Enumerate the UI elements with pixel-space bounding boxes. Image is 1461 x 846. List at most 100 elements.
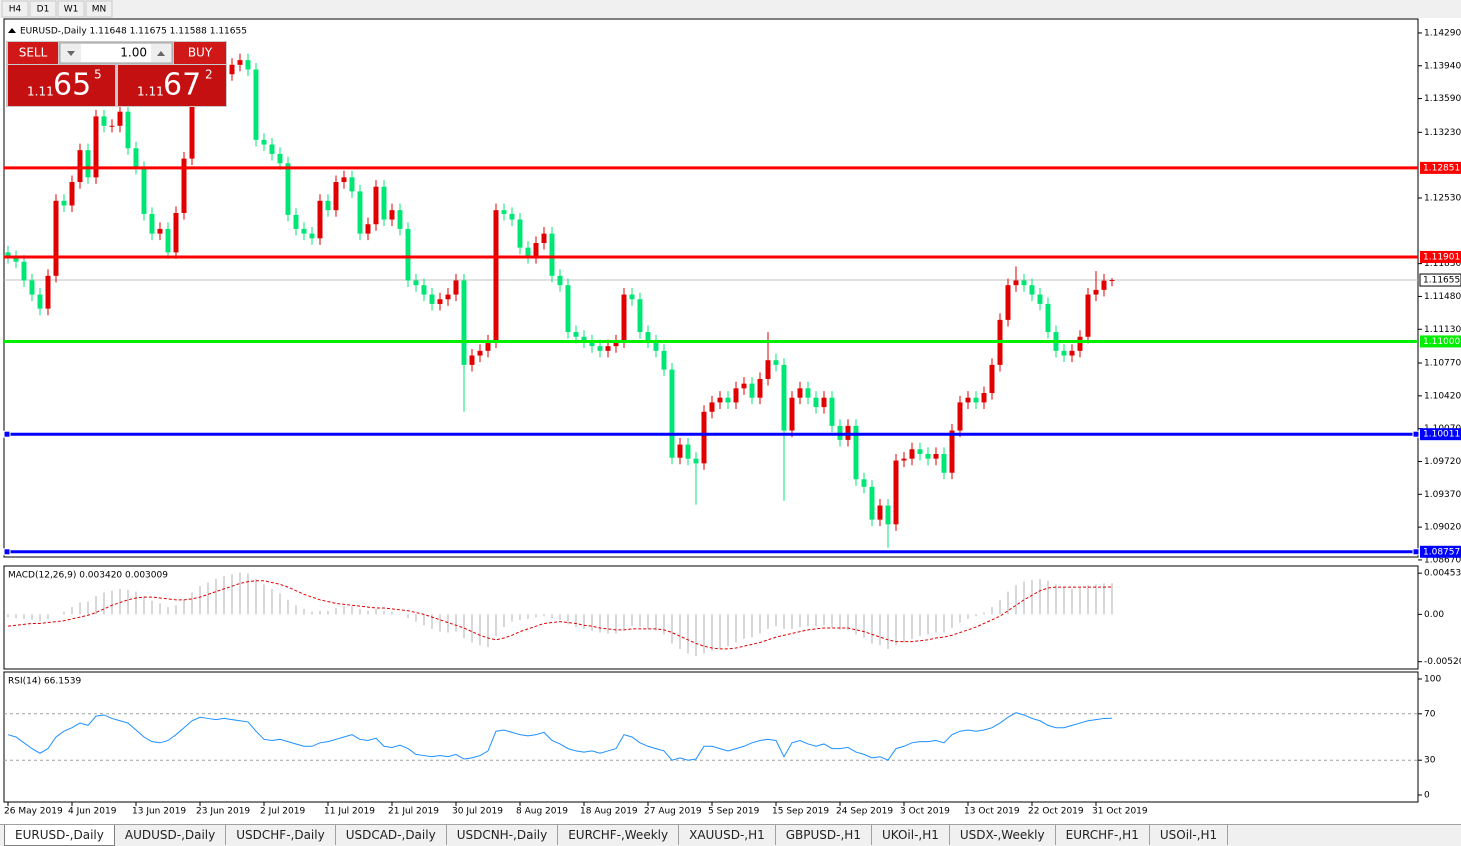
timeframe-label[interactable]: MN bbox=[92, 5, 107, 15]
chart-tab[interactable]: EURUSD-,Daily bbox=[4, 825, 115, 846]
candle-body bbox=[413, 280, 419, 286]
chart-tab[interactable]: USDCHF-,Daily bbox=[226, 825, 336, 845]
candle-body bbox=[637, 299, 643, 333]
y-tick-label: 100 bbox=[1424, 675, 1441, 685]
candle-body bbox=[821, 397, 827, 408]
sell-button[interactable] bbox=[8, 42, 58, 64]
y-tick-label: 1.09720 bbox=[1424, 457, 1461, 467]
chart-tab[interactable]: GBPUSD-,H1 bbox=[776, 825, 872, 845]
candle-body bbox=[357, 191, 363, 234]
timeframe-label[interactable]: D1 bbox=[37, 5, 50, 15]
candle-body bbox=[1037, 294, 1043, 304]
volume[interactable]: 1.00 bbox=[120, 46, 147, 60]
candle-body bbox=[253, 69, 259, 140]
candle-body bbox=[941, 453, 947, 473]
y-tick-label: 0.004532 bbox=[1424, 569, 1461, 579]
candle-body bbox=[189, 99, 195, 159]
candle-body bbox=[933, 453, 939, 459]
chart-title: EURUSD-,Daily 1.11648 1.11675 1.11588 1.… bbox=[20, 27, 247, 37]
candle-body bbox=[965, 397, 971, 403]
candle-body bbox=[1077, 336, 1083, 351]
timeframe-label[interactable]: W1 bbox=[64, 5, 79, 15]
timeframe-button[interactable] bbox=[1, 0, 29, 18]
candle-body bbox=[365, 224, 371, 234]
chart-tab[interactable]: EURCHF-,Weekly bbox=[558, 825, 680, 845]
level-handle bbox=[1412, 548, 1420, 556]
candle-body bbox=[125, 111, 131, 149]
title-arrow bbox=[8, 28, 16, 33]
level-label-box bbox=[1420, 250, 1461, 263]
candle-body bbox=[597, 346, 603, 351]
candle-body bbox=[813, 397, 819, 408]
candle-body bbox=[661, 350, 667, 370]
candle-body bbox=[613, 341, 619, 347]
candle-body bbox=[789, 397, 795, 431]
candle-body bbox=[725, 397, 731, 403]
x-tick-label: 31 Oct 2019 bbox=[1092, 807, 1148, 817]
level-label: 1.11000 bbox=[1423, 337, 1460, 347]
timeframe-button[interactable] bbox=[29, 0, 57, 18]
candle-body bbox=[973, 397, 979, 403]
candle-body bbox=[653, 341, 659, 351]
chart-tab[interactable]: AUDUSD-,Daily bbox=[115, 825, 227, 845]
candle-body bbox=[781, 364, 787, 431]
sell-price-box[interactable] bbox=[8, 65, 115, 106]
x-tick-label: 13 Jun 2019 bbox=[132, 807, 186, 817]
candle-body bbox=[165, 228, 171, 253]
x-tick-label: 27 Aug 2019 bbox=[644, 807, 702, 817]
chart-tab[interactable]: USDX-,Weekly bbox=[950, 825, 1056, 845]
candle-body bbox=[461, 280, 467, 365]
terminal: H4 D1 W1 MN 1.14290 1.13940 1.13590 1.13230 1.1… bbox=[0, 0, 1461, 817]
candle-body bbox=[237, 60, 243, 65]
chart-tab[interactable]: USDCAD-,Daily bbox=[336, 825, 447, 845]
chart-tab[interactable]: XAUUSD-,H1 bbox=[679, 825, 776, 845]
timeframe-button[interactable] bbox=[57, 0, 85, 18]
buy-label[interactable]: BUY bbox=[188, 46, 213, 60]
candle-body bbox=[293, 214, 299, 229]
candle-body bbox=[869, 486, 875, 520]
buy-button[interactable] bbox=[174, 42, 226, 64]
candle-body bbox=[1093, 289, 1099, 295]
candle-body bbox=[645, 332, 651, 342]
candle-body bbox=[853, 425, 859, 480]
x-tick-label: 11 Jul 2019 bbox=[324, 807, 375, 817]
candle-body bbox=[1045, 303, 1051, 333]
x-tick-label: 30 Jul 2019 bbox=[452, 807, 503, 817]
timeframe-button[interactable] bbox=[85, 0, 113, 18]
candle-body bbox=[549, 233, 555, 276]
timeframe-label[interactable]: H4 bbox=[9, 5, 22, 15]
x-tick-label: 21 Jul 2019 bbox=[388, 807, 439, 817]
candle-body bbox=[149, 213, 155, 234]
volume-box[interactable] bbox=[59, 42, 173, 64]
rsi-title: RSI(14) 66.1539 bbox=[8, 677, 81, 687]
candle-body bbox=[245, 60, 251, 70]
candle-body bbox=[69, 182, 75, 206]
chart-tab[interactable]: UKOil-,H1 bbox=[872, 825, 950, 845]
sell-label[interactable]: SELL bbox=[19, 46, 48, 60]
y-tick-label: 1.11480 bbox=[1424, 292, 1461, 302]
chart-tab[interactable]: EURCHF-,H1 bbox=[1056, 825, 1150, 845]
candle-body bbox=[989, 364, 995, 394]
x-tick-label: 3 Oct 2019 bbox=[900, 807, 950, 817]
buy-price-pips: 67 bbox=[163, 68, 201, 103]
buy-price-box[interactable] bbox=[118, 65, 226, 106]
candle-body bbox=[517, 219, 523, 248]
candle-body bbox=[1029, 285, 1035, 295]
candle-body bbox=[757, 378, 763, 398]
y-tick-label: 1.11830 bbox=[1424, 259, 1461, 269]
y-tick-label: -0.005205 bbox=[1424, 657, 1461, 667]
chart-tab[interactable]: USOil-,H1 bbox=[1150, 825, 1229, 845]
candle-body bbox=[1101, 280, 1107, 290]
y-tick-label: 0.00 bbox=[1424, 610, 1444, 620]
candle-body bbox=[5, 252, 11, 258]
candle-body bbox=[629, 294, 635, 300]
candle-body bbox=[565, 285, 571, 333]
candle-body bbox=[277, 153, 283, 164]
candle-body bbox=[101, 116, 107, 126]
chart-tab[interactable]: USDCNH-,Daily bbox=[447, 825, 559, 845]
x-tick-label: 15 Sep 2019 bbox=[772, 807, 829, 817]
x-tick-label: 4 Jun 2019 bbox=[68, 807, 117, 817]
x-tick-label: 24 Sep 2019 bbox=[836, 807, 893, 817]
candle-body bbox=[429, 294, 435, 304]
y-tick-label: 1.09020 bbox=[1424, 523, 1461, 533]
